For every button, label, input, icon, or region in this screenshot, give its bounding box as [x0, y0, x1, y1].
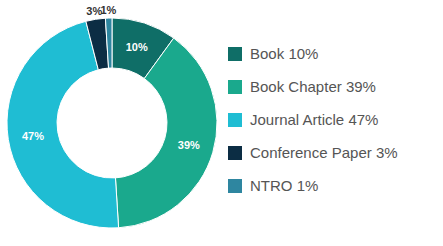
svg-text:39%: 39%	[178, 139, 200, 151]
html-text:Book Chapter 39%: Book Chapter 39%	[250, 78, 376, 95]
svg-text:47%: 47%	[22, 130, 44, 142]
html-text:NTRO 1%: NTRO 1%	[250, 177, 319, 194]
svg-text:1%: 1%	[100, 4, 116, 16]
html-text:Journal Article 47%: Journal Article 47%	[250, 111, 379, 128]
svg-text:3%: 3%	[86, 5, 103, 18]
html-text:Conference Paper 3%: Conference Paper 3%	[250, 144, 398, 161]
svg-text:10%: 10%	[126, 41, 148, 53]
html-text:Book 10%: Book 10%	[250, 45, 319, 62]
